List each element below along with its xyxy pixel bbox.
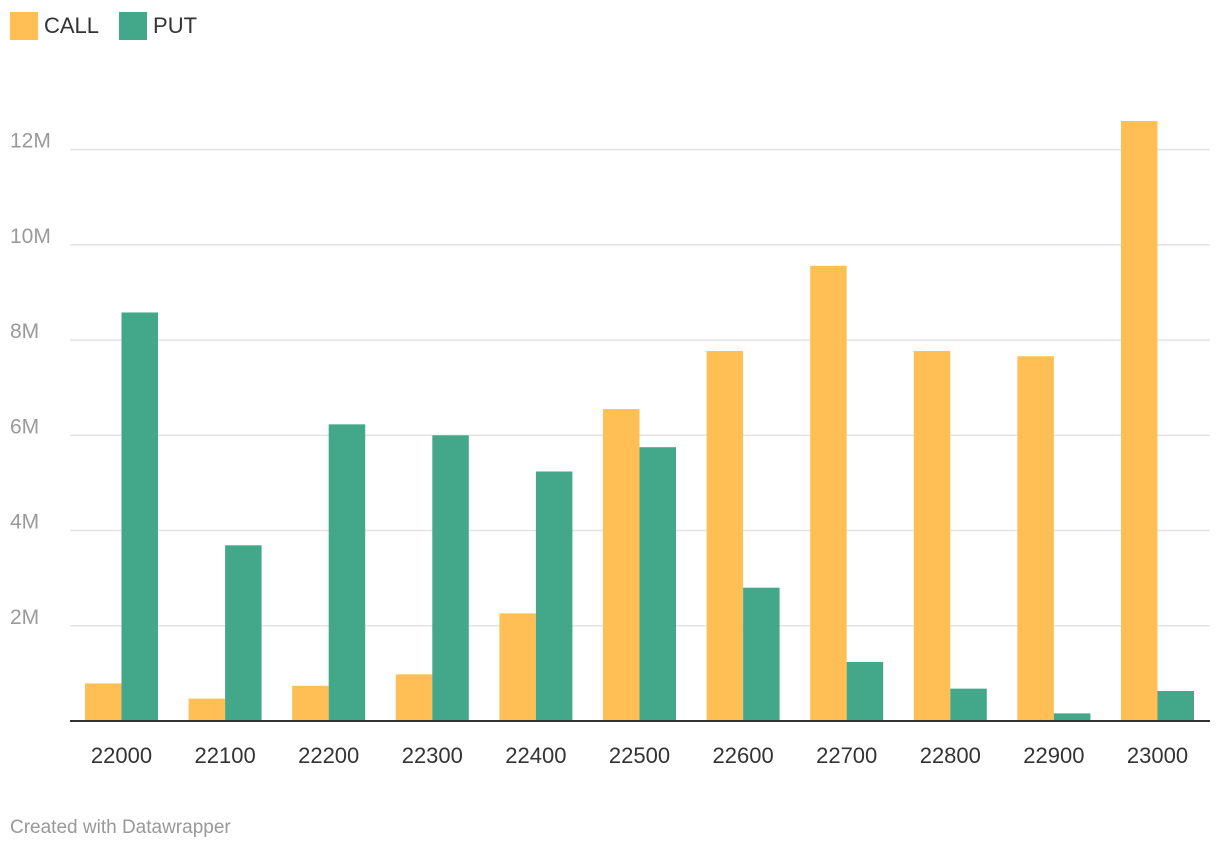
call-bar — [85, 683, 122, 721]
put-bar — [432, 435, 469, 721]
x-tick-label: 22500 — [609, 743, 670, 768]
call-bar — [1017, 356, 1054, 721]
call-bar — [395, 674, 433, 721]
x-tick-label: 22700 — [816, 743, 877, 768]
legend-swatch-put — [119, 12, 148, 40]
legend-label-put: PUT — [153, 13, 198, 38]
y-tick-label: 10M — [10, 225, 51, 248]
call-bar — [603, 409, 640, 721]
put-bar — [743, 587, 780, 721]
put-bar — [639, 447, 676, 721]
put-bar — [328, 424, 366, 721]
x-tick-label: 22000 — [91, 743, 152, 768]
call-bar — [913, 351, 951, 721]
call-bar — [292, 685, 329, 721]
x-tick-label: 22600 — [713, 743, 774, 768]
call-bar — [810, 265, 847, 721]
y-tick-label: 12M — [10, 130, 51, 153]
legend-item-call: CALL — [10, 12, 99, 40]
put-bar — [121, 312, 158, 721]
call-bar — [499, 613, 536, 721]
put-bar — [535, 471, 573, 721]
x-tick-label: 22900 — [1023, 743, 1084, 768]
put-bar — [950, 688, 987, 721]
y-tick-label: 4M — [10, 511, 39, 534]
x-tick-label: 22300 — [402, 743, 463, 768]
legend-label-call: CALL — [44, 13, 100, 38]
put-bar — [225, 545, 262, 721]
call-bar — [1121, 121, 1158, 722]
y-tick-label: 8M — [10, 320, 39, 343]
y-tick-label: 6M — [10, 415, 39, 438]
put-bar — [1053, 713, 1091, 721]
x-tick-label: 23000 — [1127, 743, 1188, 768]
put-bar — [846, 661, 884, 721]
legend-item-put: PUT — [119, 12, 197, 40]
call-bar — [188, 698, 226, 721]
x-tick-label: 22800 — [920, 743, 981, 768]
x-tick-label: 22100 — [195, 743, 256, 768]
x-tick-label: 22200 — [298, 743, 359, 768]
x-tick-label: 22400 — [505, 743, 566, 768]
y-tick-label: 2M — [10, 606, 39, 629]
credit-text: Created with Datawrapper — [10, 817, 231, 838]
call-bar — [706, 351, 744, 721]
legend-swatch-call — [10, 12, 38, 40]
put-bar — [1157, 691, 1194, 721]
legend: CALL PUT — [10, 12, 197, 40]
